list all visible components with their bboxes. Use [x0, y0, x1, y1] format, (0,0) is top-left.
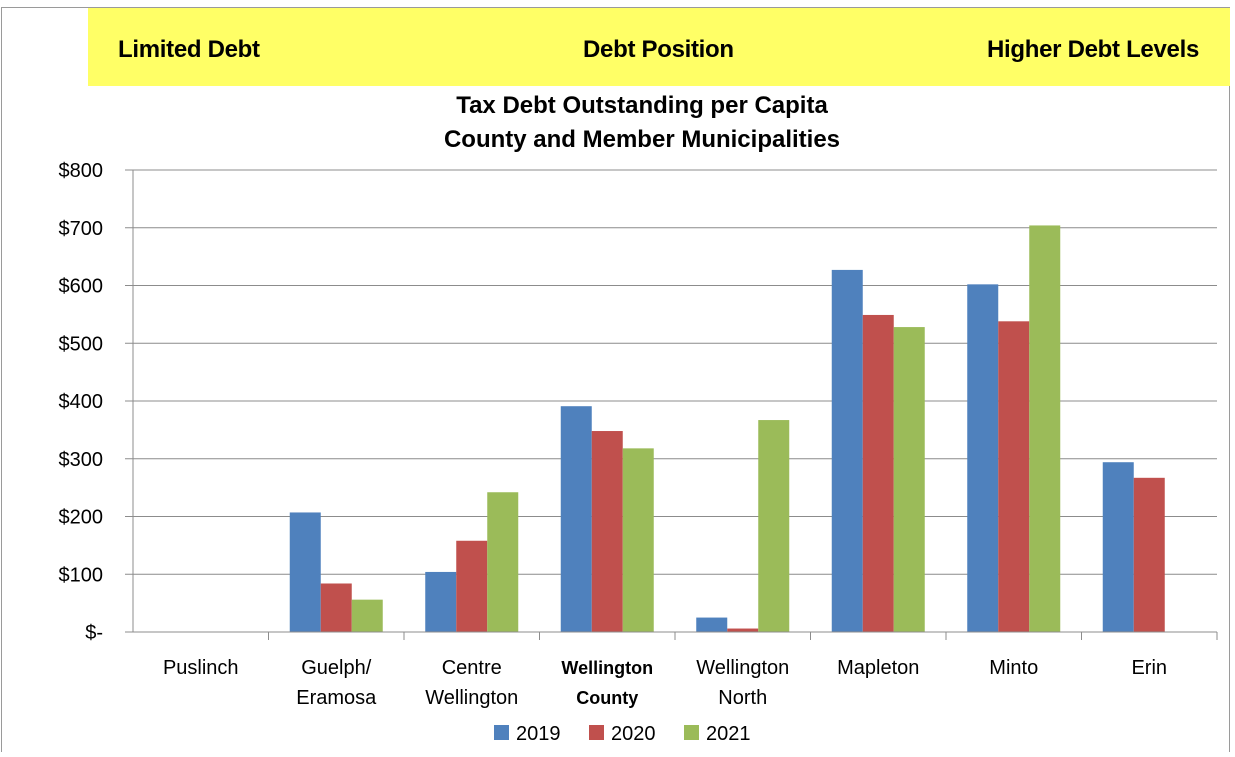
x-tick-label: Wellington — [561, 658, 653, 678]
x-tick-label: Wellington — [425, 687, 518, 709]
y-tick-label: $400 — [59, 391, 104, 413]
bar-2021-2 — [487, 492, 519, 632]
legend: 2019 2020 2021 — [494, 723, 751, 745]
bar-2020-6 — [998, 321, 1030, 632]
x-tick-label: County — [576, 688, 638, 708]
bar-2021-3 — [622, 448, 654, 632]
x-tick-label: Minto — [989, 657, 1038, 679]
bar-2021-6 — [1029, 225, 1061, 632]
bar-2019-6 — [967, 284, 999, 632]
x-tick-label: North — [718, 687, 767, 709]
chart-title-line: Tax Debt Outstanding per Capita — [456, 92, 828, 119]
chart-title: Tax Debt Outstanding per Capita County an… — [444, 92, 840, 153]
bar-2019-1 — [289, 512, 321, 632]
bar-2020-2 — [456, 540, 488, 632]
legend-label-2019: 2019 — [516, 723, 561, 745]
legend-label-2021: 2021 — [706, 723, 751, 745]
x-tick-label: Centre — [442, 657, 502, 679]
banner-right-label: Higher Debt Levels — [987, 36, 1199, 63]
bar-2019-4 — [696, 617, 728, 632]
bar-2020-7 — [1133, 477, 1165, 632]
bar-2021-1 — [351, 599, 383, 632]
x-tick-labels: Puslinch Guelph/Eramosa Centre Wellington We… — [163, 657, 1167, 709]
x-tick-label: Guelph/ — [301, 657, 371, 679]
legend-swatch-2019 — [494, 725, 509, 740]
bars — [289, 225, 1165, 632]
y-tick-label: $700 — [59, 218, 104, 240]
legend-swatch-2020 — [589, 725, 604, 740]
y-tick-label: $200 — [59, 507, 104, 529]
y-tick-label: $500 — [59, 333, 104, 355]
bar-2019-5 — [831, 269, 863, 632]
bar-2021-4 — [758, 420, 790, 632]
y-tick-labels: $- $100 $200 $300 $400 $500 $600 $700 $800 — [59, 160, 104, 644]
bar-2019-7 — [1102, 462, 1134, 632]
x-tick-label: Mapleton — [837, 657, 919, 679]
y-tick-label: $- — [85, 622, 103, 644]
bar-2020-5 — [862, 314, 894, 632]
chart-title-line: County and Member Municipalities — [444, 126, 840, 153]
x-tick-label: Eramosa — [296, 687, 377, 709]
y-tick-label: $100 — [59, 564, 104, 586]
axes — [132, 170, 1218, 640]
chart-frame — [1, 7, 1230, 752]
x-tick-label: Erin — [1131, 657, 1167, 679]
bar-2020-1 — [320, 583, 352, 632]
y-tick-label: $600 — [59, 276, 104, 298]
x-tick-label: Wellington — [696, 657, 789, 679]
y-tick-label: $300 — [59, 449, 104, 471]
x-tick-label: Puslinch — [163, 657, 239, 679]
bar-2019-2 — [425, 571, 457, 632]
bar-2019-3 — [560, 406, 592, 632]
bar-2020-3 — [591, 431, 623, 632]
banner-middle-label: Debt Position — [583, 36, 734, 63]
bar-2021-5 — [893, 327, 925, 632]
y-tick-label: $800 — [59, 160, 104, 182]
debt-scale-banner — [88, 8, 1230, 86]
legend-swatch-2021 — [684, 725, 699, 740]
bar-2020-4 — [727, 628, 759, 632]
legend-label-2020: 2020 — [611, 723, 656, 745]
banner-left-label: Limited Debt — [118, 36, 260, 63]
